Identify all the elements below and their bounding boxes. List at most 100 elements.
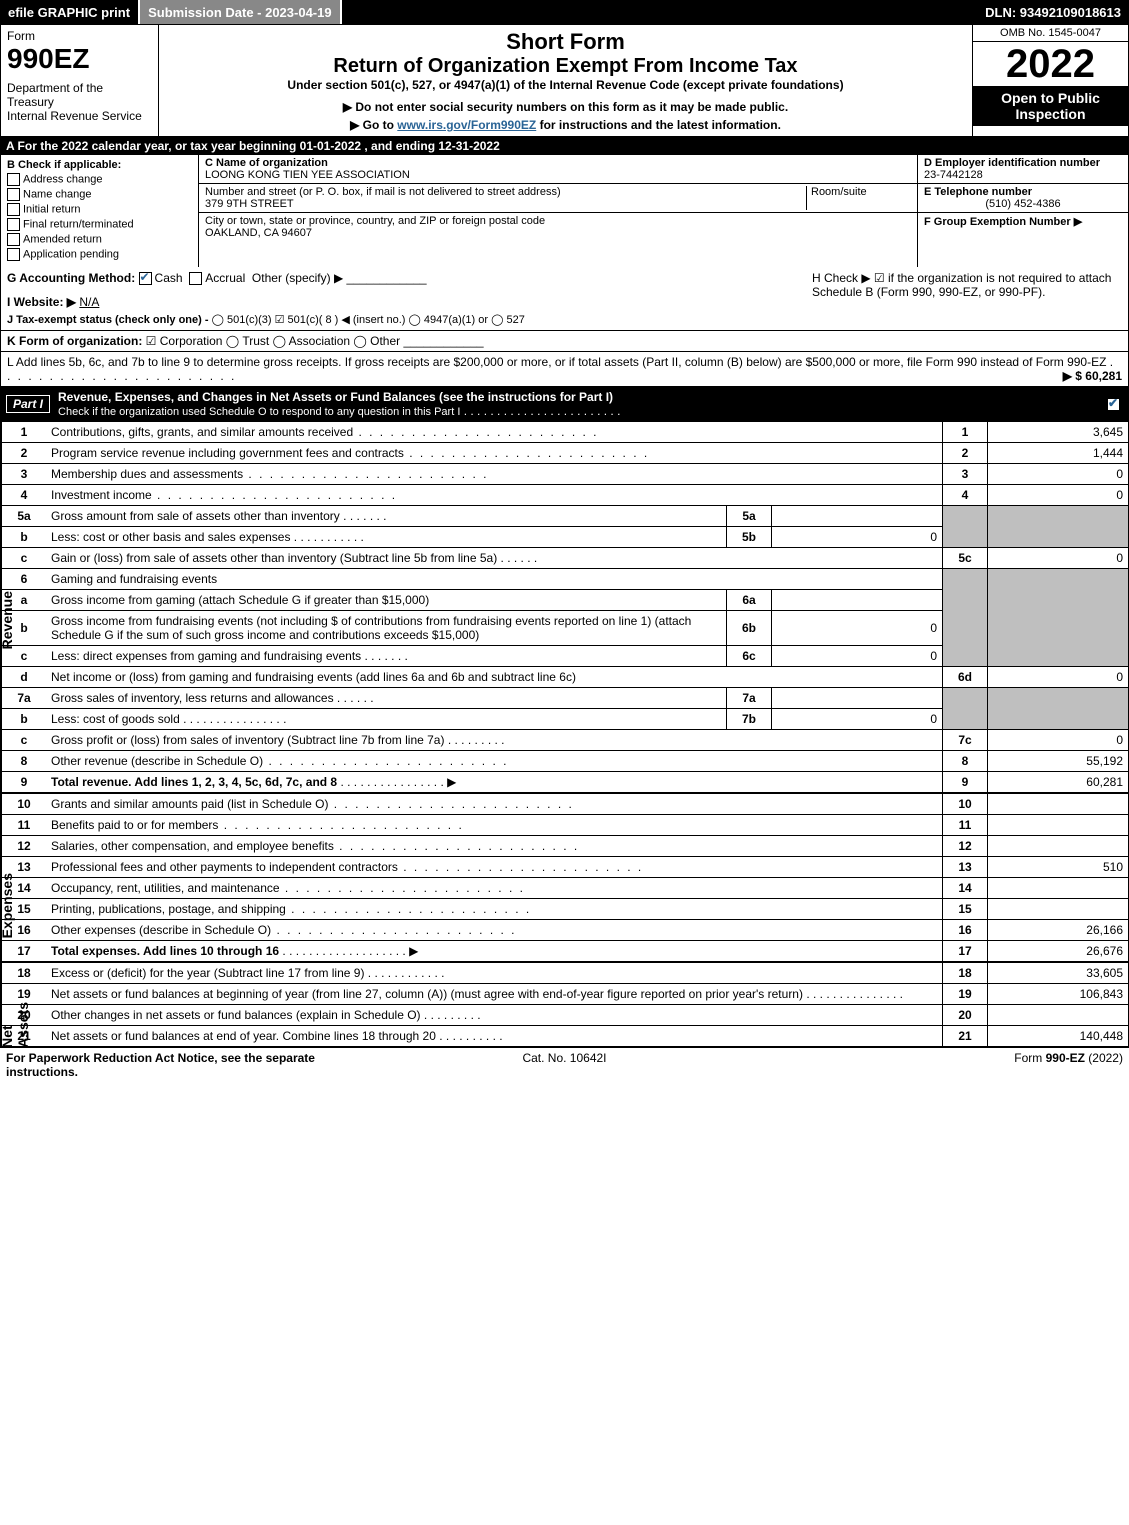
header-left: Form 990EZ Department of the Treasury In… [1,25,159,136]
ssn-warning: ▶ Do not enter social security numbers o… [165,100,966,114]
line-12: 12 Salaries, other compensation, and emp… [2,836,1129,857]
submission-date: Submission Date - 2023-04-19 [140,0,342,24]
goto-link-line: ▶ Go to www.irs.gov/Form990EZ for instru… [165,118,966,132]
street-label: Number and street (or P. O. box, if mail… [205,186,806,198]
section-b-label: B Check if applicable: [7,159,192,171]
org-name: LOONG KONG TIEN YEE ASSOCIATION [205,169,911,181]
form-word: Form [7,29,152,43]
ein-cell: D Employer identification number 23-7442… [918,155,1128,184]
form-header: Form 990EZ Department of the Treasury In… [0,24,1129,137]
line-4: 4 Investment income 4 0 [2,485,1129,506]
room-suite-label: Room/suite [806,186,911,210]
section-g-h: G Accounting Method: Cash Accrual Other … [0,267,1129,331]
section-l: L Add lines 5b, 6c, and 7b to line 9 to … [0,352,1129,387]
group-exemption-cell: F Group Exemption Number ▶ [918,213,1128,230]
line-10: 10 Grants and similar amounts paid (list… [2,794,1129,815]
line-2: 2 Program service revenue including gove… [2,443,1129,464]
chk-application-pending[interactable]: Application pending [7,248,192,261]
part1-header: Part I Revenue, Expenses, and Changes in… [0,387,1129,421]
expenses-table: 10 Grants and similar amounts paid (list… [1,793,1129,962]
form-ref: Form 990-EZ (2022) [751,1051,1123,1079]
form-number: 990EZ [7,43,152,75]
city-value: OAKLAND, CA 94607 [205,227,911,239]
dept-treasury: Department of the Treasury [7,81,152,109]
line-8: 8 Other revenue (describe in Schedule O)… [2,751,1129,772]
line-11: 11 Benefits paid to or for members 11 [2,815,1129,836]
phone-label: E Telephone number [924,186,1122,198]
phone-cell: E Telephone number (510) 452-4386 [918,184,1128,213]
section-j: J Tax-exempt status (check only one) - ◯… [7,313,806,326]
section-g: G Accounting Method: Cash Accrual Other … [7,271,806,285]
org-name-cell: C Name of organization LOONG KONG TIEN Y… [199,155,917,184]
line-7a: 7a Gross sales of inventory, less return… [2,688,1129,709]
header-center: Short Form Return of Organization Exempt… [159,25,972,136]
line-9: 9 Total revenue. Add lines 1, 2, 3, 4, 5… [2,772,1129,793]
short-form-title: Short Form [165,29,966,55]
ein-label: D Employer identification number [924,157,1122,169]
section-a: A For the 2022 calendar year, or tax yea… [0,137,1129,155]
subtitle: Under section 501(c), 527, or 4947(a)(1)… [165,78,966,92]
chk-initial-return[interactable]: Initial return [7,203,192,216]
line-15: 15 Printing, publications, postage, and … [2,899,1129,920]
expenses-vlabel: Expenses [0,873,15,938]
tax-year: 2022 [973,42,1128,86]
revenue-vlabel: Revenue [0,591,15,649]
line-16: 16 Other expenses (describe in Schedule … [2,920,1129,941]
section-k: K Form of organization: ☑ Corporation ◯ … [0,331,1129,352]
line-6: 6 Gaming and fundraising events [2,569,1129,590]
open-to-public: Open to Public Inspection [973,86,1128,126]
main-title: Return of Organization Exempt From Incom… [165,55,966,78]
part1-title: Revenue, Expenses, and Changes in Net As… [58,390,613,404]
org-name-label: C Name of organization [205,157,911,169]
goto-suffix: for instructions and the latest informat… [540,118,781,132]
part1-label: Part I [6,395,50,413]
line-3: 3 Membership dues and assessments 3 0 [2,464,1129,485]
irs-label: Internal Revenue Service [7,109,152,123]
phone-value: (510) 452-4386 [924,198,1122,210]
line-7c: c Gross profit or (loss) from sales of i… [2,730,1129,751]
top-bar: efile GRAPHIC print Submission Date - 20… [0,0,1129,24]
revenue-table: 1 Contributions, gifts, grants, and simi… [1,421,1129,793]
net-assets-section: Net Assets 18 Excess or (deficit) for th… [0,962,1129,1047]
line-14: 14 Occupancy, rent, utilities, and maint… [2,878,1129,899]
street-cell: Number and street (or P. O. box, if mail… [199,184,917,213]
section-b: B Check if applicable: Address change Na… [1,155,199,267]
omb-number: OMB No. 1545-0047 [973,25,1128,42]
org-info-row: B Check if applicable: Address change Na… [0,155,1129,267]
expenses-section: Expenses 10 Grants and similar amounts p… [0,793,1129,962]
section-d-e-f: D Employer identification number 23-7442… [917,155,1128,267]
chk-amended-return[interactable]: Amended return [7,233,192,246]
paperwork-notice: For Paperwork Reduction Act Notice, see … [6,1051,378,1079]
netassets-vlabel: Net Assets [0,1002,31,1048]
city-label: City or town, state or province, country… [205,215,911,227]
cat-no: Cat. No. 10642I [378,1051,750,1079]
irs-link[interactable]: www.irs.gov/Form990EZ [397,118,536,132]
topbar-spacer [342,0,978,24]
net-assets-table: 18 Excess or (deficit) for the year (Sub… [1,962,1129,1047]
website-value: N/A [79,295,99,309]
section-h: H Check ▶ ☑ if the organization is not r… [806,271,1122,326]
efile-print-label[interactable]: efile GRAPHIC print [0,0,140,24]
revenue-section: Revenue 1 Contributions, gifts, grants, … [0,421,1129,793]
chk-final-return[interactable]: Final return/terminated [7,218,192,231]
chk-address-change[interactable]: Address change [7,173,192,186]
line-18: 18 Excess or (deficit) for the year (Sub… [2,963,1129,984]
chk-accrual[interactable] [189,272,202,285]
goto-prefix: ▶ Go to [350,118,397,132]
chk-cash[interactable] [139,272,152,285]
ein-value: 23-7442128 [924,169,1122,181]
city-cell: City or town, state or province, country… [199,213,917,241]
part1-schedule-o-check[interactable] [1107,398,1120,411]
line-21: 21 Net assets or fund balances at end of… [2,1026,1129,1047]
line-5c: c Gain or (loss) from sale of assets oth… [2,548,1129,569]
line-19: 19 Net assets or fund balances at beginn… [2,984,1129,1005]
dln: DLN: 93492109018613 [977,0,1129,24]
group-exemption-label: F Group Exemption Number ▶ [924,216,1082,228]
line-1: 1 Contributions, gifts, grants, and simi… [2,422,1129,443]
line-5a: 5a Gross amount from sale of assets othe… [2,506,1129,527]
line-13: 13 Professional fees and other payments … [2,857,1129,878]
header-right: OMB No. 1545-0047 2022 Open to Public In… [972,25,1128,136]
gross-receipts-amount: ▶ $ 60,281 [1063,369,1122,383]
chk-name-change[interactable]: Name change [7,188,192,201]
part1-checknote: Check if the organization used Schedule … [58,406,460,418]
